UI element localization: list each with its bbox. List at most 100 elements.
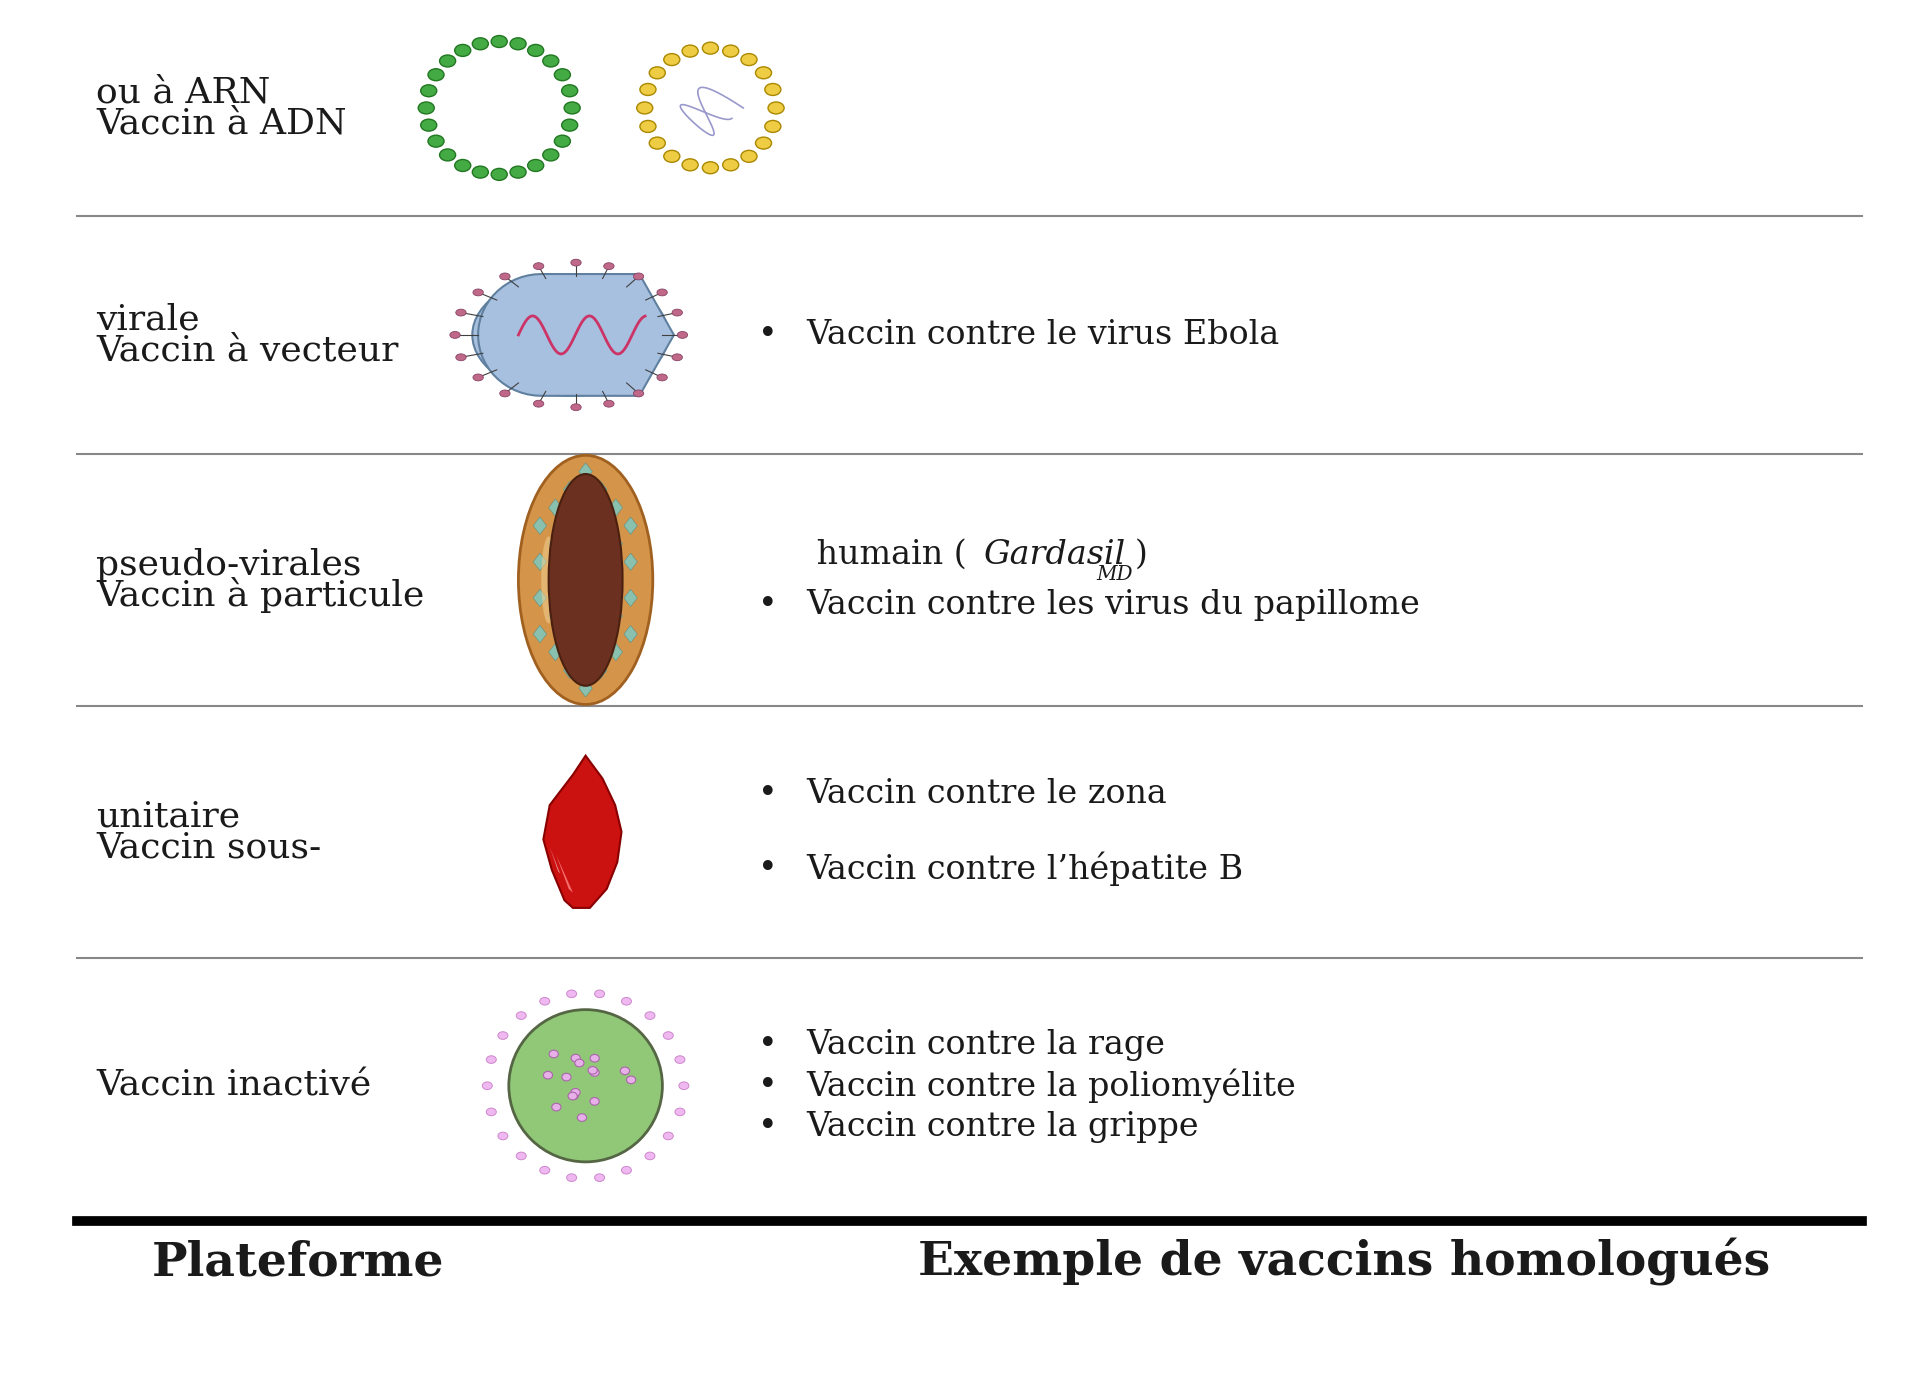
Ellipse shape [703, 162, 718, 174]
Polygon shape [557, 855, 572, 893]
Ellipse shape [499, 273, 511, 280]
Polygon shape [563, 662, 576, 680]
Ellipse shape [497, 1031, 509, 1039]
Text: ou à ARN: ou à ARN [96, 76, 271, 109]
Polygon shape [580, 462, 591, 480]
Ellipse shape [541, 537, 557, 624]
Polygon shape [549, 572, 563, 588]
Polygon shape [534, 590, 547, 606]
Polygon shape [580, 644, 591, 662]
Ellipse shape [622, 998, 632, 1005]
Ellipse shape [639, 83, 657, 95]
Polygon shape [549, 608, 563, 624]
Ellipse shape [703, 42, 718, 54]
Text: Gardasil: Gardasil [983, 538, 1125, 572]
Ellipse shape [672, 354, 682, 361]
Ellipse shape [563, 84, 578, 97]
Ellipse shape [637, 102, 653, 113]
Ellipse shape [499, 390, 511, 397]
Ellipse shape [492, 36, 507, 47]
Ellipse shape [664, 151, 680, 162]
Polygon shape [534, 554, 547, 570]
Polygon shape [563, 480, 576, 498]
Ellipse shape [595, 990, 605, 998]
Polygon shape [534, 518, 547, 534]
Ellipse shape [676, 1109, 685, 1116]
Ellipse shape [420, 84, 436, 97]
Text: humain (: humain ( [806, 538, 968, 572]
Ellipse shape [662, 1132, 674, 1140]
Text: Plateforme: Plateforme [152, 1239, 444, 1286]
Polygon shape [580, 500, 591, 516]
Ellipse shape [634, 390, 643, 397]
Ellipse shape [472, 374, 484, 381]
Polygon shape [624, 554, 637, 570]
Polygon shape [593, 480, 607, 498]
Ellipse shape [534, 263, 543, 270]
Polygon shape [609, 608, 622, 624]
Ellipse shape [540, 998, 549, 1005]
Ellipse shape [543, 55, 559, 66]
Ellipse shape [649, 137, 666, 149]
Ellipse shape [645, 1151, 655, 1160]
Ellipse shape [639, 120, 657, 133]
Polygon shape [534, 626, 547, 642]
Ellipse shape [682, 46, 699, 57]
Ellipse shape [455, 309, 467, 316]
Text: pseudo-virales: pseudo-virales [96, 548, 361, 581]
Ellipse shape [676, 1056, 685, 1063]
Polygon shape [593, 518, 607, 534]
Text: •: • [758, 1111, 778, 1143]
Text: •: • [758, 1070, 778, 1102]
Ellipse shape [486, 1056, 495, 1063]
Ellipse shape [419, 102, 434, 113]
Ellipse shape [428, 136, 444, 147]
Ellipse shape [570, 1088, 580, 1096]
Text: •: • [758, 588, 778, 621]
Text: Vaccin contre le zona: Vaccin contre le zona [806, 778, 1167, 811]
Ellipse shape [534, 400, 543, 407]
Text: Vaccin contre les virus du papillome: Vaccin contre les virus du papillome [806, 588, 1421, 621]
Ellipse shape [497, 1132, 509, 1140]
Polygon shape [563, 590, 576, 606]
Polygon shape [563, 554, 576, 570]
Polygon shape [549, 847, 561, 873]
Ellipse shape [634, 273, 643, 280]
Ellipse shape [563, 1074, 570, 1081]
Text: •: • [758, 318, 778, 352]
Ellipse shape [657, 289, 668, 296]
Ellipse shape [649, 66, 666, 79]
Polygon shape [609, 644, 622, 662]
Ellipse shape [645, 1012, 655, 1020]
Ellipse shape [722, 46, 739, 57]
Ellipse shape [555, 69, 570, 80]
Ellipse shape [566, 990, 576, 998]
Ellipse shape [662, 1031, 674, 1039]
Ellipse shape [472, 37, 488, 50]
Ellipse shape [472, 166, 488, 179]
Text: ): ) [1135, 538, 1148, 572]
Text: Vaccin à ADN: Vaccin à ADN [96, 107, 348, 140]
Ellipse shape [551, 1103, 561, 1111]
Ellipse shape [570, 1055, 580, 1062]
Polygon shape [593, 590, 607, 606]
Ellipse shape [682, 159, 699, 170]
Ellipse shape [595, 1174, 605, 1182]
Text: Vaccin sous-: Vaccin sous- [96, 830, 321, 864]
Ellipse shape [518, 455, 653, 704]
Polygon shape [580, 608, 591, 624]
Text: unitaire: unitaire [96, 800, 240, 833]
Ellipse shape [755, 66, 772, 79]
Ellipse shape [568, 1092, 578, 1100]
Polygon shape [593, 626, 607, 642]
Text: virale: virale [96, 303, 200, 336]
Ellipse shape [589, 1055, 599, 1062]
Ellipse shape [455, 159, 470, 172]
Polygon shape [549, 644, 563, 662]
Ellipse shape [741, 151, 756, 162]
Text: •: • [758, 853, 778, 886]
Polygon shape [593, 662, 607, 680]
Ellipse shape [564, 102, 580, 113]
Ellipse shape [680, 1082, 689, 1089]
Ellipse shape [428, 69, 444, 80]
